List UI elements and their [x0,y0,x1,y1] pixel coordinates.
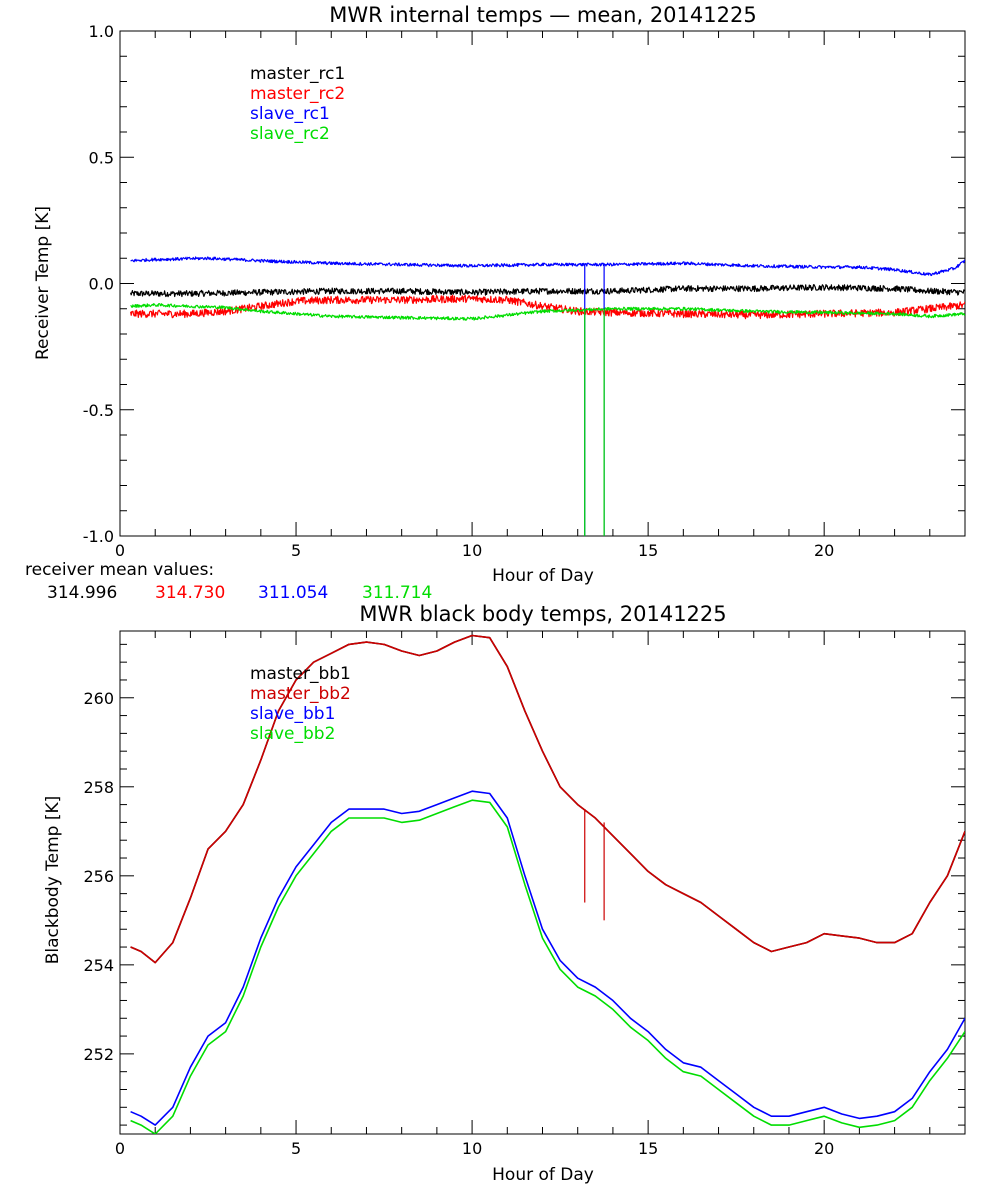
y-tick-label: -0.5 [83,401,114,420]
x-tick-label: 20 [814,541,834,560]
plot-frame [119,630,966,1135]
x-tick-label: 10 [462,1139,482,1158]
x-tick-label: 15 [638,541,658,560]
x-tick-label: 10 [462,541,482,560]
x-axis-label: Hour of Day [492,1165,594,1185]
y-tick-label: 0.0 [89,275,114,294]
x-tick-label: 20 [814,1139,834,1158]
legend-entry: master_bb2 [250,684,351,704]
y-tick-label: -1.0 [83,527,114,546]
series-line-master_bb2 [130,634,965,964]
x-tick-label: 0 [115,541,125,560]
y-tick-label: 254 [83,956,114,975]
series-line-slave_bb1 [130,790,965,1126]
chart-blackbody-temps: MWR black body temps, 20141225 0 5 10 15 20 2… [43,602,966,1185]
y-tick-label: 1.0 [89,22,114,41]
plot-area: 0 5 10 15 20 -1.0 -0.5 0.0 0.5 1.0 [83,22,966,560]
series-line-slave_rc2 [130,303,965,321]
y-tick-label: 0.5 [89,148,114,167]
chart-internal-temps: MWR internal temps — mean, 20141225 0 5 10… [33,3,966,586]
y-tick-label: 260 [83,689,114,708]
legend-entry: slave_bb1 [250,704,335,724]
legend-entry: master_rc2 [250,84,345,104]
plot-frame [119,30,966,537]
receiver-mean-values: receiver mean values: 314.996 314.730 31… [25,560,432,603]
series-line-master_rc1 [130,284,965,298]
x-axis-label: Hour of Day [492,566,594,586]
legend-entry: slave_rc2 [250,124,330,144]
plot-area: 0 5 10 15 20 252 254 256 258 260 [83,630,966,1158]
receiver-mean-label: receiver mean values: [25,560,214,580]
legend-entry: master_bb1 [250,664,351,684]
receiver-mean-value: 314.996 [47,583,117,603]
legend-entry: slave_bb2 [250,724,335,744]
series-line-master_rc2 [130,294,965,320]
y-axis-label: Receiver Temp [K] [33,206,53,360]
receiver-mean-value: 311.714 [362,583,432,603]
x-tick-label: 5 [291,1139,301,1158]
chart-title: MWR internal temps — mean, 20141225 [329,3,756,27]
receiver-mean-value: 314.730 [155,583,225,603]
x-tick-label: 15 [638,1139,658,1158]
series-line-slave_bb2 [130,799,965,1134]
y-tick-label: 256 [83,867,114,886]
legend-entry: master_rc1 [250,64,345,84]
y-tick-label: 258 [83,778,114,797]
x-tick-label: 0 [115,1139,125,1158]
y-tick-label: 252 [83,1045,114,1064]
receiver-mean-value: 311.054 [258,583,328,603]
x-tick-label: 5 [291,541,301,560]
chart-title: MWR black body temps, 20141225 [359,602,726,626]
series-line-slave_rc1 [130,256,965,277]
legend-entry: slave_rc1 [250,104,330,124]
y-axis-label: Blackbody Temp [K] [43,796,63,965]
